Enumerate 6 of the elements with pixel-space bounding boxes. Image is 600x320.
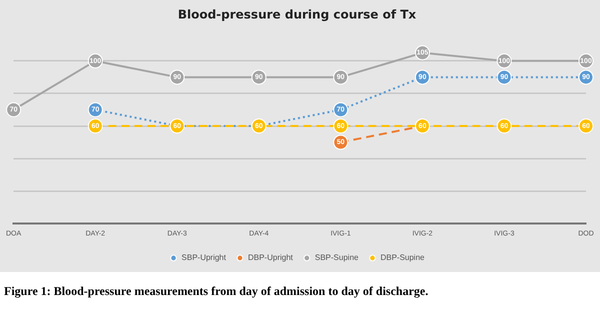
- legend-label: DBP-Supine: [380, 253, 426, 262]
- caption: Figure 1: Blood-pressure measurements from day of admission to day of discharge.: [4, 284, 430, 299]
- legend-label: DBP-Upright: [248, 253, 294, 262]
- chart-title: Blood-pressure during course of Tx: [178, 7, 416, 22]
- legend-label: SBP-Upright: [182, 253, 227, 262]
- legend-label: SBP-Supine: [314, 253, 360, 262]
